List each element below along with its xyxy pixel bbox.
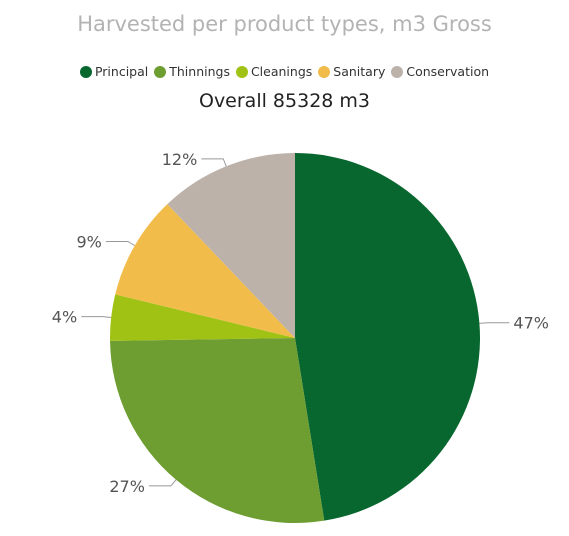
chart-subtitle: Overall 85328 m3 [198, 90, 371, 112]
data-label-principal: 47% [513, 314, 549, 333]
data-label-thinnings: 27% [109, 477, 145, 496]
legend-item-thinnings[interactable]: Thinnings [154, 64, 230, 79]
legend-swatch-sanitary [318, 65, 331, 78]
legend-swatch-cleanings [235, 65, 248, 78]
pie-slice-cleanings[interactable] [110, 294, 295, 341]
legend-swatch-thinnings [154, 65, 167, 78]
legend-label-principal: Principal [94, 64, 149, 79]
leader-line-conservation [201, 158, 227, 167]
legend-label-sanitary: Sanitary [333, 64, 386, 79]
legend-swatch-conservation [391, 65, 404, 78]
pie-slice-conservation[interactable] [167, 153, 295, 338]
legend-item-sanitary[interactable]: Sanitary [318, 64, 385, 79]
legend: Principal Thinnings Cleanings Sanitary C… [0, 64, 569, 79]
pie-slice-principal[interactable] [295, 153, 481, 521]
legend-label-cleanings: Cleanings [250, 64, 313, 79]
legend-item-conservation[interactable]: Conservation [391, 64, 489, 79]
data-label-sanitary: 9% [76, 233, 101, 252]
data-label-cleanings: 4% [52, 308, 77, 327]
legend-swatch-principal [79, 65, 92, 78]
chart-title: Harvested per product types, m3 Gross [77, 12, 492, 36]
leader-line-cleanings [81, 316, 112, 318]
data-label-conservation: 12% [162, 150, 198, 169]
legend-item-principal[interactable]: Principal [79, 64, 149, 79]
legend-label-thinnings: Thinnings [169, 64, 230, 79]
pie-slice-sanitary[interactable] [115, 204, 295, 338]
leader-line-sanitary [105, 241, 136, 246]
legend-label-conservation: Conservation [406, 64, 490, 79]
legend-item-cleanings[interactable]: Cleanings [235, 64, 313, 79]
pie-slice-thinnings[interactable] [110, 338, 325, 523]
leader-line-principal [479, 322, 510, 324]
leader-line-thinnings [148, 479, 177, 487]
